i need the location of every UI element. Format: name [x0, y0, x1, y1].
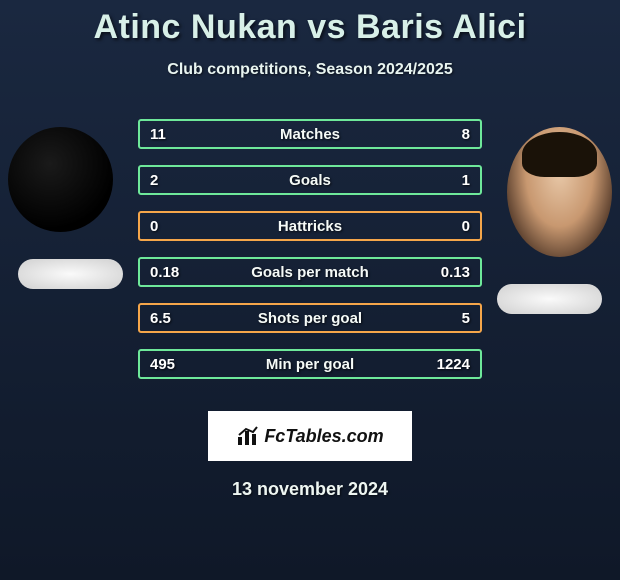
comparison-panel: 11Matches8 2Goals1 0Hattricks0 0.18Goals pe… — [0, 119, 620, 399]
player-right-avatar — [507, 127, 612, 257]
stat-label: Hattricks — [195, 218, 425, 235]
stat-left-value: 6.5 — [150, 310, 195, 327]
player-left-country-pill — [18, 259, 123, 289]
stat-row: 0Hattricks0 — [138, 211, 482, 241]
player-right-country-pill — [497, 284, 602, 314]
stat-left-value: 11 — [150, 126, 195, 143]
chart-icon — [236, 425, 258, 447]
stat-row: 11Matches8 — [138, 119, 482, 149]
player-left-avatar — [8, 127, 113, 232]
stat-label: Matches — [195, 126, 425, 143]
stat-right-value: 0 — [425, 218, 470, 235]
stat-right-value: 0.13 — [425, 264, 470, 281]
stat-right-value: 1 — [425, 172, 470, 189]
stat-label: Shots per goal — [195, 310, 425, 327]
fctables-badge: FcTables.com — [208, 411, 412, 461]
stat-row: 495Min per goal1224 — [138, 349, 482, 379]
stat-left-value: 2 — [150, 172, 195, 189]
stat-left-value: 495 — [150, 356, 195, 373]
stat-left-value: 0 — [150, 218, 195, 235]
stat-left-value: 0.18 — [150, 264, 195, 281]
badge-text: FcTables.com — [264, 426, 383, 447]
stat-label: Goals per match — [195, 264, 425, 281]
stat-row: 0.18Goals per match0.13 — [138, 257, 482, 287]
stat-row: 6.5Shots per goal5 — [138, 303, 482, 333]
stats-list: 11Matches8 2Goals1 0Hattricks0 0.18Goals pe… — [138, 119, 482, 395]
page-title: Atinc Nukan vs Baris Alici — [0, 0, 620, 47]
stat-right-value: 5 — [425, 310, 470, 327]
stat-row: 2Goals1 — [138, 165, 482, 195]
date-text: 13 november 2024 — [0, 479, 620, 500]
stat-label: Min per goal — [195, 356, 425, 373]
subtitle: Club competitions, Season 2024/2025 — [0, 61, 620, 79]
stat-right-value: 1224 — [425, 356, 470, 373]
stat-right-value: 8 — [425, 126, 470, 143]
stat-label: Goals — [195, 172, 425, 189]
